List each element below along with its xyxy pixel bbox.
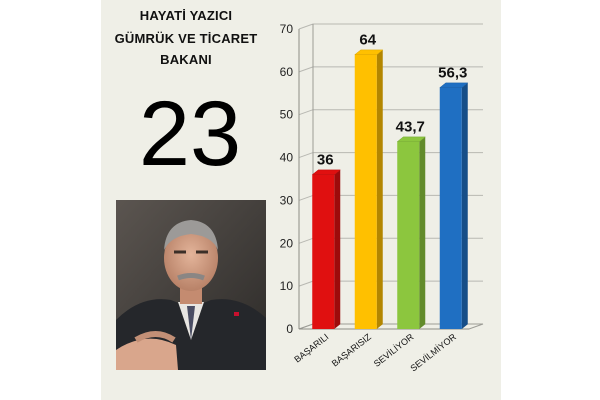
gridline-connector-10: [298, 280, 314, 287]
portrait-illustration: [116, 200, 266, 370]
chart-value-labels: 36 64 43,7 56,3: [317, 32, 467, 169]
gridline-connector-60: [298, 66, 314, 73]
gridline-connector-70: [298, 23, 314, 30]
bar-2: [397, 141, 420, 329]
gridline-connector-20: [298, 237, 314, 244]
header-title-line2: BAKANI: [160, 52, 212, 67]
header-title-line1: GÜMRÜK VE TİCARET: [114, 31, 258, 46]
bar-side-1: [376, 49, 383, 330]
x-tick-label-3: SEVİLMİYOR: [408, 331, 458, 373]
bar-1: [354, 54, 377, 329]
y-tick-label-40: 40: [280, 151, 294, 165]
x-tick-label-1: BAŞARISIZ: [330, 331, 374, 368]
bar-top-2: [396, 136, 426, 142]
bar-side-3: [461, 82, 468, 330]
x-tick-label-2: SEVİLİYOR: [372, 331, 416, 368]
bar-top-1: [354, 49, 384, 55]
y-tick-label-0: 0: [286, 322, 293, 336]
chart-bars: [311, 49, 469, 330]
y-tick-label-50: 50: [280, 108, 294, 122]
value-label-2: 43,7: [396, 119, 425, 136]
y-tick-label-30: 30: [280, 193, 294, 207]
bar-top-3: [439, 82, 469, 88]
rank-number: 23: [138, 83, 242, 185]
y-tick-label-20: 20: [280, 236, 294, 250]
y-tick-label-60: 60: [280, 65, 294, 79]
x-tick-label-0: BAŞARILI: [292, 332, 330, 365]
value-label-3: 56,3: [438, 65, 467, 82]
y-axis-tick-labels: 0 10 20 30 40 50 60 70: [280, 22, 294, 336]
header-name: HAYATİ YAZICI: [139, 8, 233, 23]
bar-top-0: [311, 169, 341, 175]
bar-0: [312, 174, 335, 329]
gridline-connector-50: [298, 109, 314, 116]
y-tick-label-70: 70: [280, 22, 294, 36]
bar-side-2: [419, 136, 426, 329]
portrait-photo: [116, 200, 266, 370]
bar-chart: 0 10 20 30 40 50 60 70 36 64 43,7 56,3 BAŞARILI BAŞ…: [280, 22, 484, 373]
gridline-connector-40: [298, 152, 314, 159]
infographic-panel: HAYATİ YAZICI GÜMRÜK VE TİCARET BAKANI 2…: [101, 0, 501, 400]
y-tick-label-10: 10: [280, 279, 294, 293]
bar-side-0: [334, 169, 341, 329]
value-label-0: 36: [317, 152, 334, 169]
value-label-1: 64: [359, 32, 376, 49]
gridline-connector-30: [298, 194, 314, 201]
bar-3: [439, 87, 462, 329]
